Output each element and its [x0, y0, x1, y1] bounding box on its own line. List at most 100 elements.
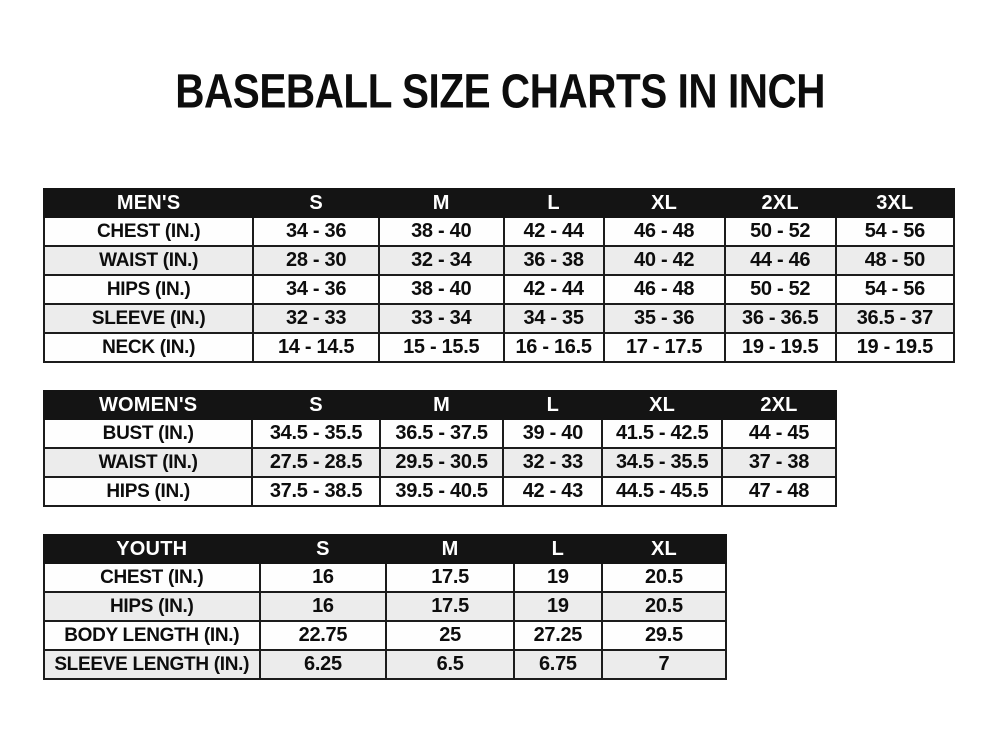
youth-size-cell: 25 [385, 620, 515, 651]
womens-row-label: WAIST (IN.) [42, 447, 254, 478]
page-title: BASEBALL SIZE CHARTS IN INCH [0, 0, 1000, 119]
womens-size-cell: 36.5 - 37.5 [378, 418, 505, 449]
youth-size-cell: 6.5 [385, 649, 515, 680]
mens-size-cell: 14 - 14.5 [252, 332, 380, 363]
womens-row-label: BUST (IN.) [42, 418, 254, 449]
size-tables-container: MEN'S S M L XL 2XL 3XL CHEST (IN.) 34 - 36 38 - 4… [42, 188, 1000, 680]
mens-table-row: CHEST (IN.) 34 - 36 38 - 40 42 - 44 46 - 48 5… [42, 216, 956, 247]
mens-col-header: L [502, 188, 605, 218]
youth-col-header: M [385, 534, 515, 564]
mens-col-header: S [252, 188, 380, 218]
womens-size-cell: 42 - 43 [502, 476, 604, 507]
womens-size-cell: 44.5 - 45.5 [601, 476, 723, 507]
mens-col-header: 3XL [834, 188, 956, 218]
womens-size-cell: 34.5 - 35.5 [251, 418, 381, 449]
mens-size-cell: 38 - 40 [377, 216, 505, 247]
youth-table-row: BODY LENGTH (IN.) 22.75 25 27.25 29.5 [43, 620, 728, 651]
youth-size-cell: 16 [258, 591, 388, 622]
mens-size-cell: 34 - 36 [252, 274, 380, 305]
womens-size-cell: 27.5 - 28.5 [251, 447, 381, 478]
youth-table-row: SLEEVE LENGTH (IN.) 6.25 6.5 6.75 7 [43, 649, 728, 680]
womens-size-cell: 44 - 45 [720, 418, 838, 449]
mens-size-cell: 40 - 42 [602, 245, 726, 276]
womens-row-label: HIPS (IN.) [42, 476, 254, 507]
mens-size-cell: 54 - 56 [834, 274, 956, 305]
mens-size-cell: 36.5 - 37 [834, 303, 956, 334]
mens-row-label: SLEEVE (IN.) [42, 303, 255, 334]
youth-size-cell: 27.25 [512, 620, 603, 651]
youth-size-cell: 19 [512, 562, 603, 593]
womens-size-cell: 37 - 38 [720, 447, 838, 478]
womens-table-title: WOMEN'S [42, 390, 254, 420]
mens-size-cell: 42 - 44 [502, 274, 605, 305]
youth-col-header: S [258, 534, 388, 564]
womens-col-header: XL [601, 390, 723, 420]
womens-size-cell: 39.5 - 40.5 [378, 476, 505, 507]
mens-table-row: SLEEVE (IN.) 32 - 33 33 - 34 34 - 35 35 - 36… [42, 303, 956, 334]
mens-col-header: 2XL [723, 188, 837, 218]
mens-size-cell: 42 - 44 [502, 216, 605, 247]
youth-size-table: YOUTH S M L XL CHEST (IN.) 16 17.5 19 20.5 HIPS (I… [43, 534, 728, 680]
youth-size-cell: 17.5 [385, 591, 515, 622]
mens-size-table: MEN'S S M L XL 2XL 3XL CHEST (IN.) 34 - 36 38 - 4… [42, 188, 956, 363]
youth-table-row: HIPS (IN.) 16 17.5 19 20.5 [43, 591, 728, 622]
youth-row-label: SLEEVE LENGTH (IN.) [43, 649, 261, 680]
mens-size-cell: 50 - 52 [723, 274, 837, 305]
youth-size-cell: 7 [600, 649, 728, 680]
mens-size-cell: 17 - 17.5 [602, 332, 726, 363]
youth-row-label: BODY LENGTH (IN.) [43, 620, 261, 651]
youth-size-cell: 17.5 [385, 562, 515, 593]
youth-size-cell: 22.75 [258, 620, 388, 651]
page-title-text: BASEBALL SIZE CHARTS IN INCH [175, 64, 825, 119]
mens-row-label: HIPS (IN.) [42, 274, 255, 305]
youth-row-label: HIPS (IN.) [43, 591, 261, 622]
womens-col-header: L [502, 390, 604, 420]
youth-col-header: L [512, 534, 603, 564]
mens-size-cell: 16 - 16.5 [502, 332, 605, 363]
mens-size-cell: 32 - 33 [252, 303, 380, 334]
mens-size-cell: 19 - 19.5 [834, 332, 956, 363]
mens-size-cell: 34 - 36 [252, 216, 380, 247]
mens-size-cell: 48 - 50 [834, 245, 956, 276]
youth-size-cell: 19 [512, 591, 603, 622]
mens-size-cell: 46 - 48 [602, 274, 726, 305]
mens-size-cell: 35 - 36 [602, 303, 726, 334]
mens-size-cell: 50 - 52 [723, 216, 837, 247]
mens-col-header: XL [602, 188, 726, 218]
mens-size-cell: 46 - 48 [602, 216, 726, 247]
youth-size-cell: 16 [258, 562, 388, 593]
womens-col-header: 2XL [720, 390, 838, 420]
mens-row-label: NECK (IN.) [42, 332, 255, 363]
mens-size-cell: 34 - 35 [502, 303, 605, 334]
youth-header-row: YOUTH S M L XL [43, 534, 728, 564]
youth-row-label: CHEST (IN.) [43, 562, 261, 593]
womens-table-row: BUST (IN.) 34.5 - 35.5 36.5 - 37.5 39 - 40 4… [42, 418, 838, 449]
mens-size-cell: 33 - 34 [377, 303, 505, 334]
womens-size-cell: 34.5 - 35.5 [601, 447, 723, 478]
youth-table-title: YOUTH [43, 534, 261, 564]
youth-size-cell: 20.5 [600, 591, 728, 622]
womens-size-cell: 29.5 - 30.5 [378, 447, 505, 478]
mens-size-cell: 38 - 40 [377, 274, 505, 305]
womens-col-header: S [251, 390, 381, 420]
mens-table-row: WAIST (IN.) 28 - 30 32 - 34 36 - 38 40 - 42 4… [42, 245, 956, 276]
mens-size-cell: 32 - 34 [377, 245, 505, 276]
mens-size-cell: 19 - 19.5 [723, 332, 837, 363]
womens-size-cell: 32 - 33 [502, 447, 604, 478]
youth-size-cell: 20.5 [600, 562, 728, 593]
mens-row-label: CHEST (IN.) [42, 216, 255, 247]
womens-size-cell: 41.5 - 42.5 [601, 418, 723, 449]
mens-size-cell: 28 - 30 [252, 245, 380, 276]
womens-table-row: HIPS (IN.) 37.5 - 38.5 39.5 - 40.5 42 - 43 4… [42, 476, 838, 507]
mens-table-title: MEN'S [42, 188, 255, 218]
womens-size-table: WOMEN'S S M L XL 2XL BUST (IN.) 34.5 - 35.5 36.5… [42, 390, 838, 507]
mens-table-row: NECK (IN.) 14 - 14.5 15 - 15.5 16 - 16.5 17 … [42, 332, 956, 363]
mens-size-cell: 36 - 38 [502, 245, 605, 276]
womens-table-row: WAIST (IN.) 27.5 - 28.5 29.5 - 30.5 32 - 33… [42, 447, 838, 478]
womens-header-row: WOMEN'S S M L XL 2XL [42, 390, 838, 420]
womens-col-header: M [378, 390, 505, 420]
youth-size-cell: 6.25 [258, 649, 388, 680]
mens-header-row: MEN'S S M L XL 2XL 3XL [42, 188, 956, 218]
womens-size-cell: 39 - 40 [502, 418, 604, 449]
